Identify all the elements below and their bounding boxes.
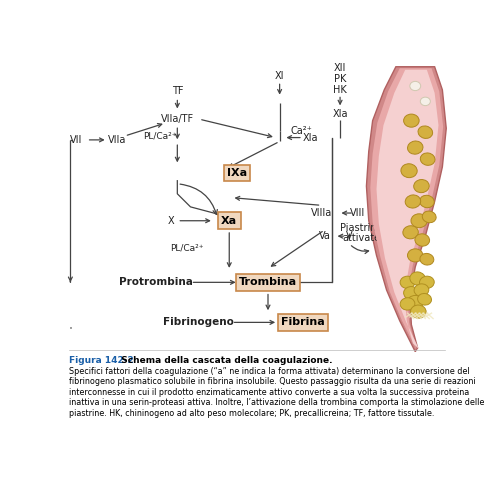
Ellipse shape: [404, 286, 419, 300]
Ellipse shape: [414, 284, 429, 296]
Text: •: •: [69, 326, 73, 332]
Text: XIa: XIa: [332, 110, 348, 120]
Ellipse shape: [404, 114, 419, 127]
Ellipse shape: [415, 234, 429, 246]
Text: IXa: IXa: [227, 168, 247, 178]
Text: XII: XII: [334, 63, 346, 73]
Text: Schema della cascata della coagulazione.: Schema della cascata della coagulazione.: [115, 356, 333, 365]
Ellipse shape: [400, 298, 415, 310]
Ellipse shape: [400, 276, 415, 288]
FancyArrowPatch shape: [180, 184, 217, 215]
Ellipse shape: [419, 276, 434, 288]
Text: PL/Ca²⁺: PL/Ca²⁺: [143, 131, 177, 141]
Ellipse shape: [410, 81, 421, 91]
Text: Ca²⁺: Ca²⁺: [291, 126, 312, 136]
Ellipse shape: [414, 180, 429, 193]
Ellipse shape: [410, 272, 425, 285]
Text: Figura 142-2: Figura 142-2: [69, 356, 134, 365]
Text: PL/Ca²⁺: PL/Ca²⁺: [170, 243, 203, 252]
Text: Trombina: Trombina: [239, 277, 297, 287]
Text: XIa: XIa: [303, 132, 318, 143]
Ellipse shape: [420, 153, 435, 165]
Text: VIIIa: VIIIa: [311, 208, 332, 218]
Text: VIIa: VIIa: [108, 135, 126, 145]
Text: TF: TF: [171, 87, 183, 96]
Ellipse shape: [407, 249, 423, 262]
Polygon shape: [366, 67, 446, 352]
Ellipse shape: [419, 195, 434, 208]
Text: HK: HK: [333, 85, 347, 95]
Ellipse shape: [411, 214, 427, 228]
Text: V: V: [346, 231, 353, 241]
Text: Va: Va: [319, 231, 331, 241]
Text: Fibrinogeno: Fibrinogeno: [163, 317, 233, 327]
Text: X: X: [168, 215, 174, 226]
Text: PK: PK: [334, 74, 346, 84]
Text: Protrombina: Protrombina: [119, 277, 192, 287]
Text: VIIa/TF: VIIa/TF: [161, 114, 194, 124]
Ellipse shape: [403, 226, 418, 239]
Polygon shape: [370, 68, 443, 350]
Polygon shape: [376, 70, 438, 349]
Text: attivate: attivate: [342, 233, 380, 243]
Text: XI: XI: [275, 71, 285, 81]
Ellipse shape: [407, 295, 423, 309]
Ellipse shape: [422, 211, 436, 223]
Text: Piastrine: Piastrine: [340, 223, 382, 233]
Ellipse shape: [418, 126, 433, 138]
Ellipse shape: [405, 195, 421, 208]
Ellipse shape: [420, 97, 430, 106]
FancyArrowPatch shape: [351, 246, 369, 253]
Ellipse shape: [401, 164, 417, 178]
Text: Fibrina: Fibrina: [281, 317, 325, 327]
Ellipse shape: [411, 305, 426, 318]
Text: VII: VII: [70, 135, 83, 145]
Text: Specifici fattori della coagulazione (“a” ne indica la forma attivata) determina: Specifici fattori della coagulazione (“a…: [69, 367, 484, 418]
Ellipse shape: [418, 293, 431, 305]
Text: VIII: VIII: [350, 208, 365, 218]
Ellipse shape: [420, 253, 434, 265]
Ellipse shape: [407, 141, 423, 154]
Text: Xa: Xa: [221, 215, 237, 226]
